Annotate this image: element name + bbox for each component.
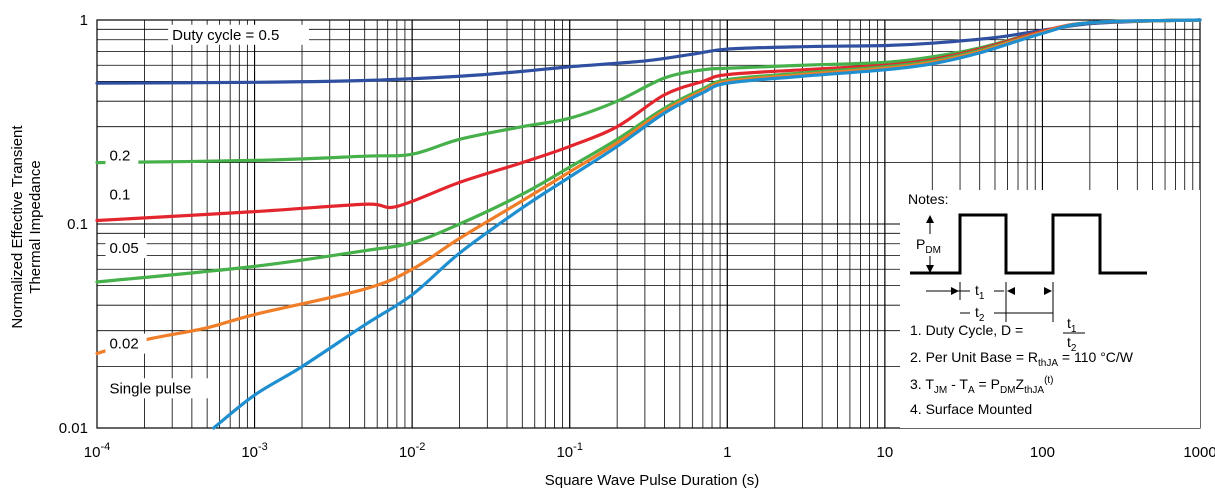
series-label-single-pulse: Single pulse bbox=[109, 380, 191, 397]
series-label-background bbox=[168, 24, 309, 45]
t2-arrow-icon bbox=[1044, 287, 1052, 295]
series-label-0-05: 0.05 bbox=[109, 240, 138, 257]
t1-arrow-icon bbox=[951, 287, 959, 295]
pdm-arrow-down-icon bbox=[926, 265, 934, 273]
note-1: 1. Duty Cycle, D = bbox=[910, 322, 1023, 338]
x-tick-label: 1 bbox=[723, 444, 731, 461]
t2-label-background bbox=[970, 302, 994, 322]
pdm-label: PDM bbox=[916, 236, 941, 256]
x-axis-title: Square Wave Pulse Duration (s) bbox=[545, 472, 760, 489]
notes-background bbox=[900, 190, 1200, 428]
x-tick-label: 10-2 bbox=[399, 441, 425, 461]
series-label-0-2: 0.2 bbox=[109, 147, 130, 164]
series-label-duty-cycle-0-5: Duty cycle = 0.5 bbox=[172, 27, 279, 44]
pdm-label-background bbox=[914, 234, 952, 256]
x-tick-label: 10-4 bbox=[84, 441, 110, 461]
t1-label-background bbox=[970, 280, 994, 300]
y-axis-title-line-1: Normalized Effective Transient bbox=[9, 125, 26, 329]
note-1-denominator: t2 bbox=[1067, 334, 1077, 354]
note-1-numerator: t1 bbox=[1067, 315, 1077, 335]
y-tick-label: 0.01 bbox=[59, 420, 88, 437]
x-tick-label: 10-3 bbox=[241, 441, 267, 461]
x-tick-label: 10 bbox=[877, 444, 894, 461]
series-label-background bbox=[105, 184, 139, 205]
y-tick-label: 0.1 bbox=[67, 216, 88, 233]
series-label-background bbox=[105, 238, 147, 259]
y-axis-title: Normalized Effective Transient Thermal I… bbox=[9, 125, 44, 329]
note-4: 4. Surface Mounted bbox=[910, 401, 1032, 417]
t1-arrow-right-icon bbox=[1007, 287, 1015, 295]
x-tick-label: 100 bbox=[1030, 444, 1055, 461]
pulse-waveform bbox=[910, 213, 1147, 275]
note-2: 2. Per Unit Base = RthJA = 110 °C/W bbox=[910, 349, 1134, 369]
series-label-0-02: 0.02 bbox=[109, 336, 138, 353]
x-tick-label: 10-1 bbox=[556, 441, 582, 461]
note-3: 3. TJM - TA = PDMZthJA(t) bbox=[910, 375, 1054, 396]
series-line-single-pulse bbox=[212, 18, 1202, 430]
notes-title: Notes: bbox=[908, 191, 948, 207]
series-label-background bbox=[105, 378, 214, 399]
series-lines bbox=[95, 18, 1202, 430]
x-tick-label: 1000 bbox=[1183, 444, 1215, 461]
series-labels: Duty cycle = 0.5 0.2 0.1 0.05 0.02 Single pul… bbox=[105, 24, 309, 399]
x-axis-ticks: 10-4 10-3 10-2 10-1 1 10 100 1000 bbox=[84, 441, 1215, 461]
y-axis-title-line-2: Thermal Impedance bbox=[27, 160, 44, 293]
t2-label: t2 bbox=[975, 304, 985, 324]
notes-box: Notes: PDM t1 t2 1. Duty Cycle, D = t1 t… bbox=[900, 190, 1200, 428]
y-axis-ticks: 1 0.1 0.01 bbox=[59, 12, 88, 437]
y-tick-label: 1 bbox=[80, 12, 88, 29]
series-label-0-1: 0.1 bbox=[109, 186, 130, 203]
series-label-background bbox=[105, 333, 147, 354]
t1-label: t1 bbox=[975, 282, 985, 302]
series-label-background bbox=[105, 145, 139, 166]
pdm-arrow-up-icon bbox=[926, 215, 934, 223]
